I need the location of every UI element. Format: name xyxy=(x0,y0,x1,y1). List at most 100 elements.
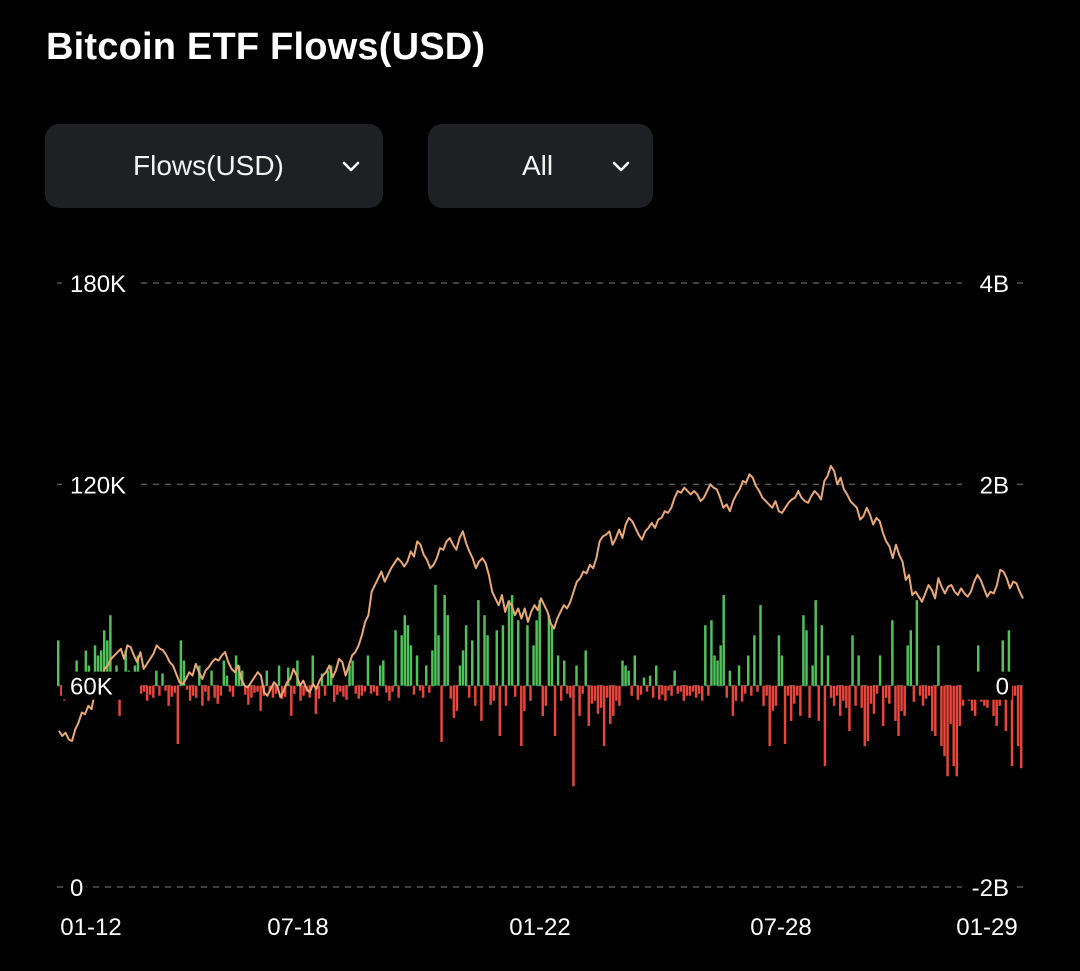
flow-bar xyxy=(403,615,406,686)
flow-bar xyxy=(946,685,949,777)
flow-bar xyxy=(743,685,747,694)
flow-bar xyxy=(124,650,127,686)
x-axis-tick: 07-28 xyxy=(750,914,811,941)
flow-bar xyxy=(483,615,486,686)
page-title: Bitcoin ETF Flows(USD) xyxy=(46,26,486,68)
flow-bar xyxy=(326,670,330,686)
flow-bar xyxy=(1019,685,1023,769)
flow-bar xyxy=(149,685,152,695)
flow-bar xyxy=(391,685,394,692)
flow-bar xyxy=(845,685,848,708)
flow-bar xyxy=(440,685,443,743)
flow-bar xyxy=(139,685,143,694)
flow-bar xyxy=(940,685,943,747)
flow-bar xyxy=(799,685,802,716)
flow-bar xyxy=(716,660,719,686)
metric-dropdown[interactable]: Flows(USD) xyxy=(45,124,383,208)
flow-bar xyxy=(253,685,256,693)
flow-bar xyxy=(587,685,590,726)
flow-bar xyxy=(336,685,339,695)
flow-bar xyxy=(682,685,686,701)
flow-bar xyxy=(750,685,753,696)
flow-bar xyxy=(351,660,354,686)
flow-bar xyxy=(385,685,388,693)
flow-bar xyxy=(443,595,446,686)
flow-bar xyxy=(179,640,183,686)
flow-bar xyxy=(474,685,477,706)
flow-bar xyxy=(596,685,600,714)
flow-bar xyxy=(311,655,314,686)
flow-bar xyxy=(507,600,511,686)
flow-bar xyxy=(369,685,373,694)
flow-bar xyxy=(412,685,416,695)
flow-bar xyxy=(808,685,811,718)
flow-bar xyxy=(532,645,535,686)
flow-bar xyxy=(995,685,998,726)
flow-bar xyxy=(538,600,541,686)
flow-bar xyxy=(142,685,146,692)
flow-bar xyxy=(268,685,272,691)
label-backdrop xyxy=(962,873,1012,901)
flow-bar xyxy=(550,625,554,686)
flow-bar xyxy=(685,685,689,696)
flow-bar xyxy=(1001,640,1004,686)
flow-bar xyxy=(247,685,250,705)
flow-bar xyxy=(661,685,664,695)
flow-bar xyxy=(903,685,906,716)
flow-bar xyxy=(231,685,235,697)
flow-bar xyxy=(109,615,112,686)
flow-bar xyxy=(216,685,219,704)
flow-bar xyxy=(277,665,281,686)
flow-bar xyxy=(912,685,916,702)
flow-bar xyxy=(201,685,204,706)
flow-bar xyxy=(155,670,158,686)
flow-bar xyxy=(161,673,164,686)
flow-bar xyxy=(802,615,805,686)
period-dropdown[interactable]: All xyxy=(428,124,653,208)
label-backdrop xyxy=(62,269,140,297)
flow-bar xyxy=(694,685,698,698)
flow-bar xyxy=(900,685,903,711)
flow-bar xyxy=(737,665,741,686)
flow-bar xyxy=(363,685,367,692)
flow-bar xyxy=(642,677,646,686)
flow-bar xyxy=(320,673,324,686)
flow-bar xyxy=(241,670,244,686)
flow-bar xyxy=(878,655,882,686)
flow-bar xyxy=(627,670,630,686)
flow-bar xyxy=(271,685,275,698)
flow-bar xyxy=(504,685,508,706)
left-axis-tick: 180K xyxy=(70,271,126,298)
flow-bar xyxy=(1010,685,1014,767)
axis-labels: 180K 120K 60K 0 4B 2B 0 -2B 01-12 07-18 01-22 07-28… xyxy=(60,269,1018,941)
label-backdrop xyxy=(62,470,140,499)
flow-bar xyxy=(348,665,351,686)
flow-bar xyxy=(658,685,661,700)
left-axis-tick: 60K xyxy=(70,674,113,701)
right-axis-tick: 0 xyxy=(996,674,1009,701)
flow-bar xyxy=(566,685,569,694)
flow-bar xyxy=(605,685,609,698)
flow-bar xyxy=(563,660,566,686)
flow-bar xyxy=(434,585,437,686)
flow-bar xyxy=(602,685,606,747)
flow-bar xyxy=(992,685,995,716)
flow-bar xyxy=(835,685,839,696)
flow-bar xyxy=(283,685,287,697)
flow-bar xyxy=(455,685,459,711)
flow-bar xyxy=(590,685,594,704)
flow-bar xyxy=(897,685,900,736)
flow-bar xyxy=(299,685,302,701)
flow-bar xyxy=(765,685,768,696)
flow-bar xyxy=(636,685,640,700)
flow-bar xyxy=(906,645,909,686)
flow-bar xyxy=(676,685,679,694)
flow-bar xyxy=(207,685,210,701)
flow-bar xyxy=(829,685,833,698)
flow-bar xyxy=(863,685,866,747)
flow-bar xyxy=(866,685,870,742)
flow-bar xyxy=(360,685,364,696)
flow-bar xyxy=(510,595,514,686)
flow-bar xyxy=(710,620,713,686)
